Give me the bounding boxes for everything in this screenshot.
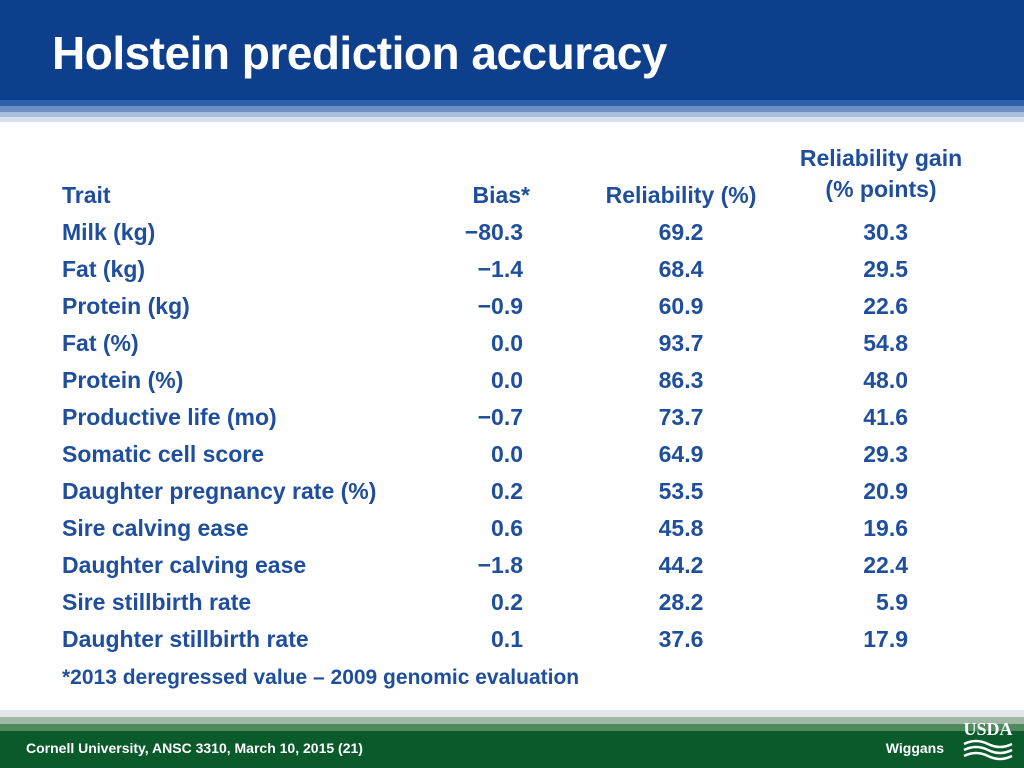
cell-reliability: 93.7: [658, 330, 704, 356]
cell-bias: −80.3: [464, 219, 523, 245]
cell-reliability: 37.6: [658, 626, 704, 652]
accuracy-table: Trait Bias* Reliability (%) Reliability …: [0, 140, 1024, 658]
cell-reliability-gain: 17.9: [863, 626, 908, 652]
header-stripe: [0, 112, 1024, 117]
cell-reliability-gain: 54.8: [863, 330, 908, 356]
cell-trait: Sire stillbirth rate: [62, 589, 252, 615]
table-row: Productive life (mo) −0.7 73.7 41.6: [0, 399, 1024, 436]
header-gain-line1: Reliability gain: [799, 145, 963, 171]
cell-bias: −1.8: [477, 552, 523, 578]
usda-logo-text: USDA: [963, 719, 1012, 739]
cell-reliability-gain: 22.6: [863, 293, 908, 319]
table-row: Milk (kg) −80.3 69.2 30.3: [0, 214, 1024, 251]
table-row: Somatic cell score 0.0 64.9 29.3: [0, 436, 1024, 473]
cell-trait: Milk (kg): [62, 219, 156, 245]
cell-reliability-gain: 41.6: [863, 404, 908, 430]
header-reliability: Reliability (%): [605, 182, 757, 208]
cell-bias: −0.9: [477, 293, 523, 319]
table-row: Protein (kg) −0.9 60.9 22.6: [0, 288, 1024, 325]
cell-bias: −0.7: [477, 404, 523, 430]
table-row: Sire stillbirth rate 0.2 28.2 5.9: [0, 584, 1024, 621]
table-row: Sire calving ease 0.6 45.8 19.6: [0, 510, 1024, 547]
cell-trait: Protein (kg): [62, 293, 190, 319]
header-stripe: [0, 117, 1024, 122]
cell-reliability: 53.5: [658, 478, 704, 504]
cell-bias: −1.4: [477, 256, 523, 282]
cell-trait: Daughter calving ease: [62, 552, 307, 578]
usda-logo: USDA: [963, 719, 1013, 761]
cell-trait: Protein (%): [62, 367, 184, 393]
cell-bias: 0.0: [491, 367, 523, 393]
cell-reliability: 68.4: [658, 256, 704, 282]
cell-trait: Fat (%): [62, 330, 139, 356]
cell-reliability-gain: 29.3: [863, 441, 908, 467]
table-row: Fat (kg) −1.4 68.4 29.5: [0, 251, 1024, 288]
cell-bias: 0.0: [491, 330, 523, 356]
footer-stripe: [0, 717, 1024, 724]
cell-bias: 0.1: [491, 626, 523, 652]
footer-stripe: [0, 724, 1024, 731]
table-header-row: Trait Bias* Reliability (%) Reliability …: [0, 140, 1024, 214]
slide-title: Holstein prediction accuracy: [52, 27, 667, 79]
cell-trait: Daughter pregnancy rate (%): [62, 478, 377, 504]
cell-trait: Somatic cell score: [62, 441, 264, 467]
footer-citation: Cornell University, ANSC 3310, March 10,…: [26, 740, 363, 756]
table-row: Daughter stillbirth rate 0.1 37.6 17.9: [0, 621, 1024, 658]
table-row: Daughter pregnancy rate (%) 0.2 53.5 20.9: [0, 473, 1024, 510]
table-body: Milk (kg) −80.3 69.2 30.3 Fat (kg) −1.4 68.4 29…: [0, 214, 1024, 658]
cell-reliability: 64.9: [658, 441, 704, 467]
cell-reliability-gain: 20.9: [863, 478, 908, 504]
header-bias: Bias*: [472, 182, 530, 208]
cell-trait: Daughter stillbirth rate: [62, 626, 309, 652]
cell-reliability: 45.8: [658, 515, 704, 541]
cell-reliability-gain: 22.4: [863, 552, 908, 578]
header-reliability-gain: Reliability gain (% points): [780, 143, 982, 205]
title-bar: Holstein prediction accuracy: [0, 0, 1024, 100]
cell-reliability: 28.2: [658, 589, 704, 615]
cell-reliability-gain: 30.3: [863, 219, 908, 245]
table-row: Protein (%) 0.0 86.3 48.0: [0, 362, 1024, 399]
footer-author: Wiggans: [885, 740, 944, 756]
cell-bias: 0.6: [491, 515, 523, 541]
header-stripe: [0, 100, 1024, 106]
header-trait: Trait: [62, 182, 111, 208]
header-gain-line2: (% points): [825, 176, 937, 202]
cell-trait: Fat (kg): [62, 256, 146, 282]
cell-trait: Productive life (mo): [62, 404, 277, 430]
cell-reliability: 60.9: [658, 293, 704, 319]
footer-stripe: [0, 710, 1024, 717]
cell-reliability-gain: 48.0: [863, 367, 908, 393]
cell-bias: 0.0: [491, 441, 523, 467]
cell-reliability-gain: 19.6: [863, 515, 908, 541]
header-stripe: [0, 106, 1024, 112]
cell-trait: Sire calving ease: [62, 515, 249, 541]
table-row: Daughter calving ease −1.8 44.2 22.4: [0, 547, 1024, 584]
footnote: *2013 deregressed value – 2009 genomic e…: [62, 666, 580, 689]
cell-reliability: 44.2: [658, 552, 704, 578]
cell-reliability: 69.2: [658, 219, 704, 245]
table-row: Fat (%) 0.0 93.7 54.8: [0, 325, 1024, 362]
footer-bar: Cornell University, ANSC 3310, March 10,…: [0, 731, 1024, 768]
cell-reliability: 86.3: [658, 367, 704, 393]
cell-reliability-gain: 29.5: [863, 256, 908, 282]
cell-bias: 0.2: [491, 478, 523, 504]
cell-reliability: 73.7: [658, 404, 704, 430]
cell-reliability-gain: 5.9: [876, 589, 908, 615]
cell-bias: 0.2: [491, 589, 523, 615]
